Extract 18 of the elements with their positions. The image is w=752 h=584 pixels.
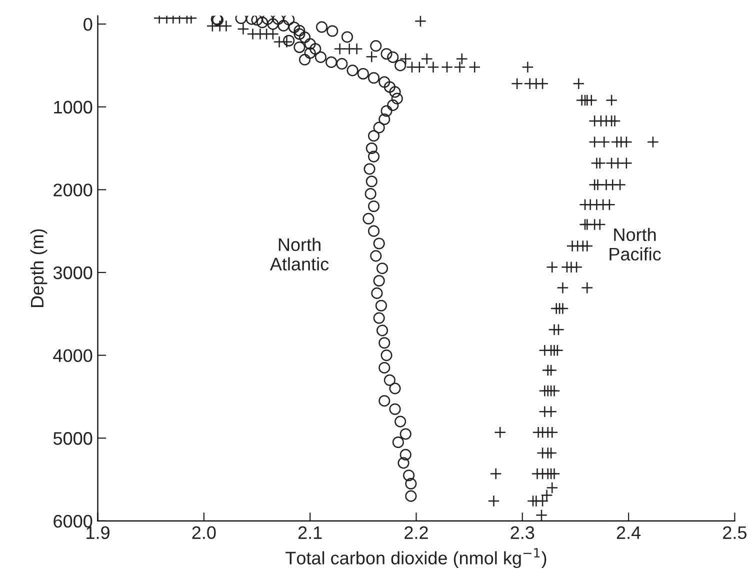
x-tick-label: 2.4 bbox=[616, 526, 641, 539]
y-tick-label: 0 bbox=[84, 18, 92, 31]
x-tick-label: 2.5 bbox=[723, 526, 746, 540]
y-axis-title: Depth (m) bbox=[30, 229, 48, 307]
y-tick-label: 4000 bbox=[53, 349, 92, 362]
text: North Atlantic bbox=[270, 238, 329, 270]
y-tick-label: 1000 bbox=[54, 100, 92, 114]
y-tick-label: 6000 bbox=[54, 514, 92, 528]
x-tick-label: 1.9 bbox=[86, 526, 110, 540]
x-tick-label: 2.3 bbox=[510, 526, 534, 540]
y-tick-label: 3000 bbox=[53, 266, 92, 280]
y-tick-label: 2000 bbox=[54, 184, 92, 196]
x-tick-label: 2.0 bbox=[192, 526, 216, 540]
series-label: North Pacific bbox=[610, 228, 661, 261]
x-tick-label: 2.2 bbox=[404, 526, 428, 539]
x-tick-label: 2.1 bbox=[298, 526, 322, 539]
y-tick-label: 5000 bbox=[53, 432, 92, 445]
x-axis-title: Total carbon dioxide (nmol kg$^{−1}$) bbox=[286, 548, 546, 568]
